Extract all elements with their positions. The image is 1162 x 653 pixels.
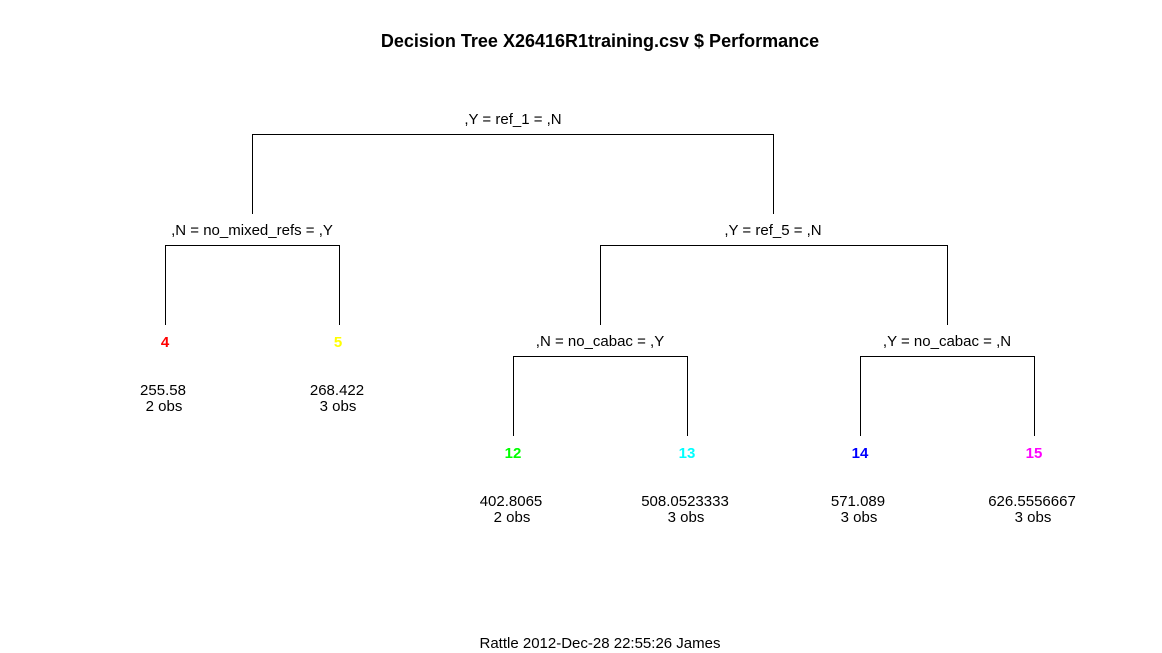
leaf-obs-4: 2 obs — [146, 398, 183, 415]
plot-footer: Rattle 2012-Dec-28 22:55:26 James — [480, 635, 721, 652]
split-label-node-6: ,N = no_cabac = ,Y — [536, 333, 664, 350]
split-label-node-7: ,Y = no_cabac = ,N — [883, 333, 1011, 350]
branch-node-2 — [165, 245, 340, 325]
leaf-id-5: 5 — [334, 334, 342, 351]
split-label-node-3: ,Y = ref_5 = ,N — [724, 222, 821, 239]
leaf-value-12: 402.8065 — [480, 493, 543, 510]
leaf-node-4: 4 255.58 2 obs — [140, 334, 186, 415]
leaf-obs-13: 3 obs — [668, 509, 705, 526]
split-label-node-2: ,N = no_mixed_refs = ,Y — [171, 222, 333, 239]
leaf-id-12: 12 — [505, 445, 522, 462]
leaf-value-4: 255.58 — [140, 382, 186, 399]
leaf-node-5: 5 268.422 3 obs — [310, 334, 364, 415]
split-label-root: ,Y = ref_1 = ,N — [464, 111, 561, 128]
leaf-node-13: 13 508.0523333 3 obs — [641, 445, 729, 526]
leaf-obs-5: 3 obs — [320, 398, 357, 415]
leaf-value-5: 268.422 — [310, 382, 364, 399]
plot-title: Decision Tree X26416R1training.csv $ Per… — [381, 31, 819, 51]
leaf-value-13: 508.0523333 — [641, 493, 729, 510]
leaf-obs-14: 3 obs — [841, 509, 878, 526]
leaf-obs-15: 3 obs — [1015, 509, 1052, 526]
leaf-value-14: 571.089 — [831, 493, 885, 510]
leaf-obs-12: 2 obs — [494, 509, 531, 526]
leaf-id-13: 13 — [679, 445, 696, 462]
leaf-node-14: 14 571.089 3 obs — [831, 445, 885, 526]
leaf-id-4: 4 — [161, 334, 170, 351]
branch-root — [252, 134, 774, 214]
branch-node-3 — [600, 245, 948, 325]
branch-node-6 — [513, 356, 688, 436]
leaf-value-15: 626.5556667 — [988, 493, 1076, 510]
leaf-id-14: 14 — [852, 445, 869, 462]
leaf-id-15: 15 — [1026, 445, 1043, 462]
leaf-node-15: 15 626.5556667 3 obs — [988, 445, 1076, 526]
branch-node-7 — [860, 356, 1035, 436]
leaf-node-12: 12 402.8065 2 obs — [480, 445, 543, 526]
